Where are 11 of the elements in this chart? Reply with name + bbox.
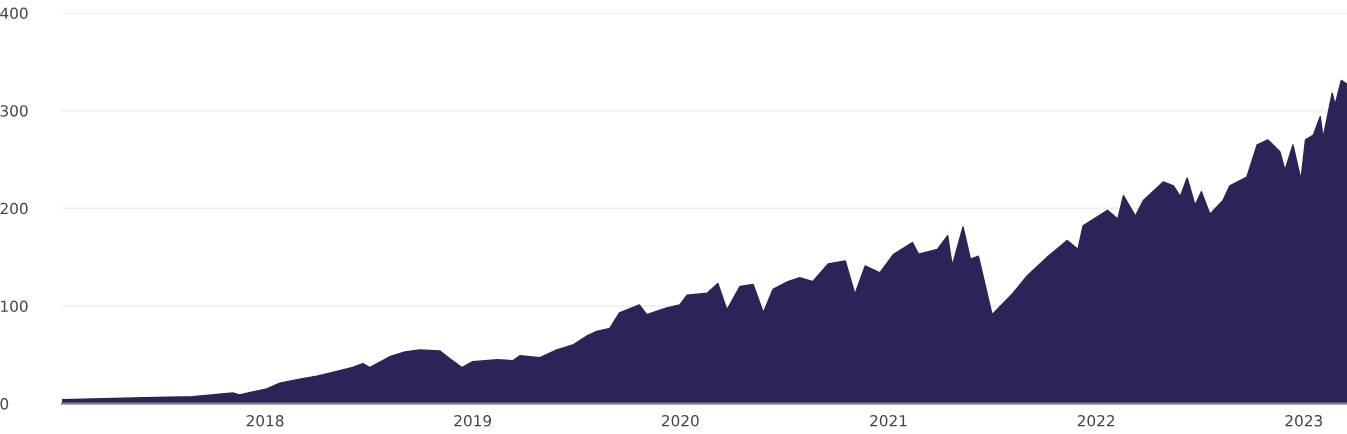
x-tick-label: 2020 <box>661 415 699 427</box>
x-tick-label: 2019 <box>454 415 492 427</box>
y-tick-label: 200 <box>0 202 28 215</box>
x-tick-label: 2018 <box>246 415 284 427</box>
y-tick-label: 400 <box>0 7 28 20</box>
x-tick-label: 2022 <box>1077 415 1115 427</box>
y-tick-label: 0 <box>0 398 9 410</box>
x-tick-label: 2023 <box>1285 415 1322 427</box>
x-tick-label: 2021 <box>870 415 907 427</box>
y-tick-label: 100 <box>1 300 28 312</box>
y-tick-label: 300 <box>0 105 28 117</box>
